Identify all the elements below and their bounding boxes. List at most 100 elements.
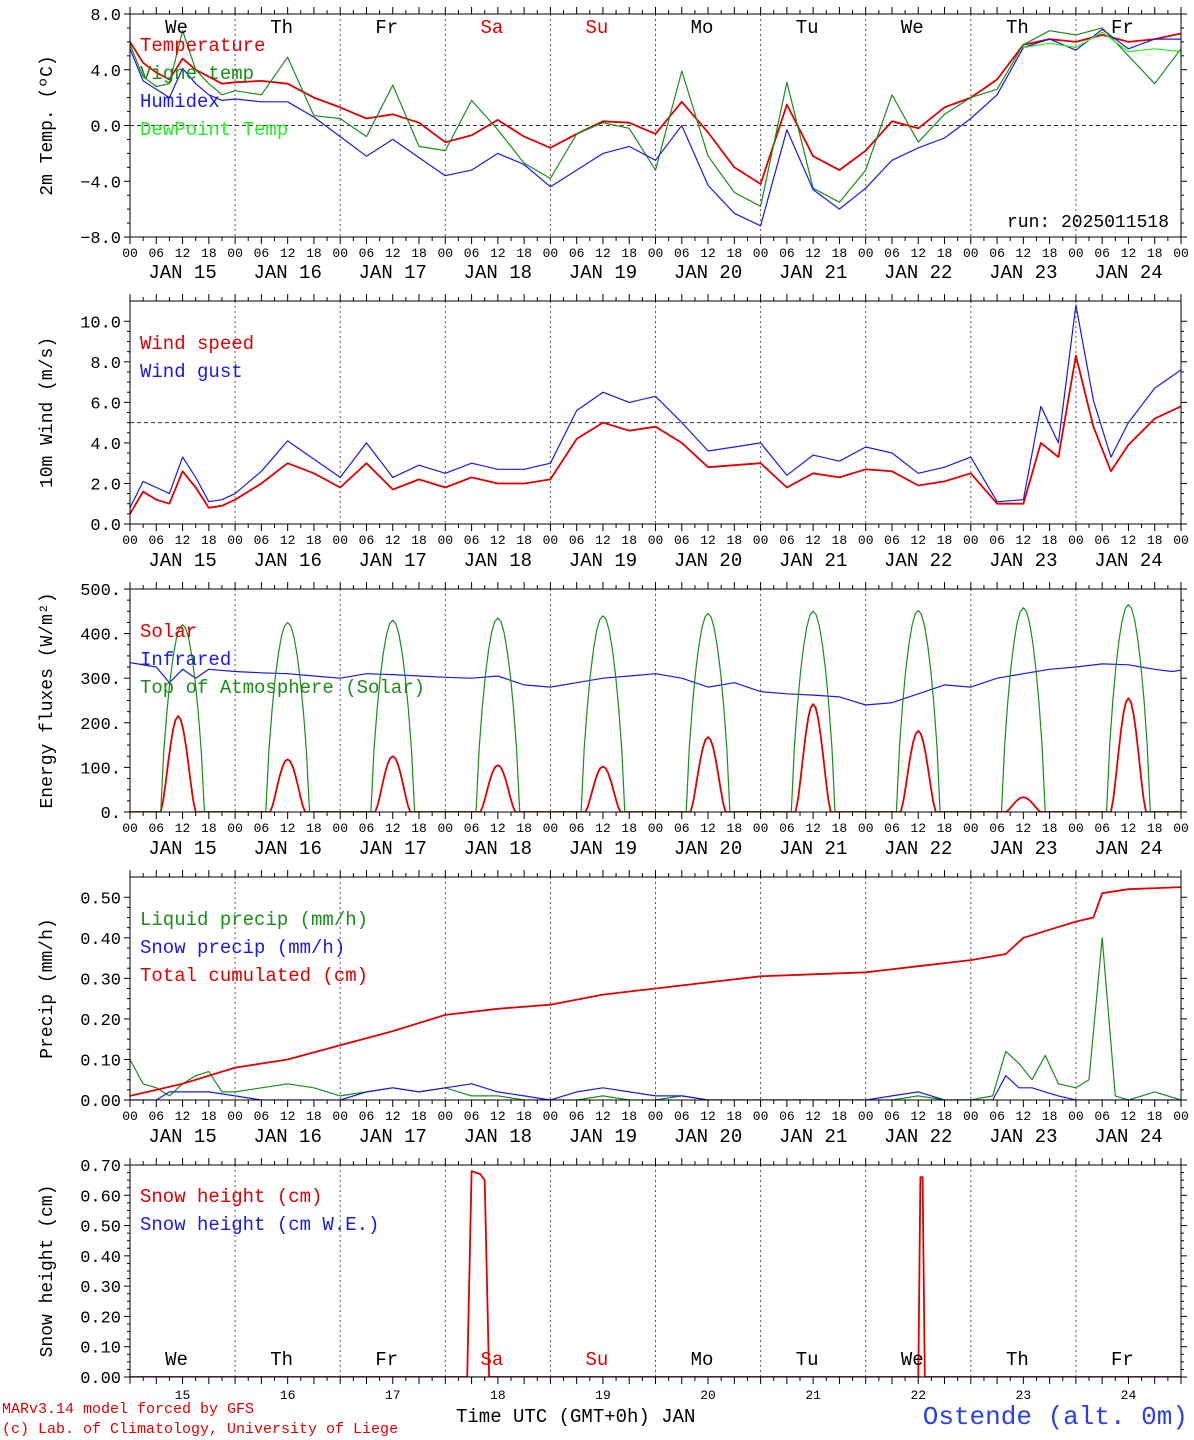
hour-label: 00 bbox=[1173, 533, 1189, 548]
hour-label: 06 bbox=[254, 821, 270, 836]
hour-label: 00 bbox=[1173, 1109, 1189, 1124]
hour-label: 00 bbox=[543, 821, 559, 836]
date-label: JAN 23 bbox=[989, 550, 1057, 572]
date-label: JAN 16 bbox=[253, 262, 321, 284]
weekday-label: Fr bbox=[1111, 17, 1134, 39]
date-label: JAN 21 bbox=[779, 838, 847, 860]
hour-label: 06 bbox=[569, 533, 585, 548]
hour-label: 18 bbox=[832, 533, 848, 548]
hour-label: 18 bbox=[1147, 821, 1163, 836]
hour-label: 00 bbox=[122, 246, 138, 261]
panel-1: 8.0 4.0 0.0 −4.0 −8.0 2m Temp. (ºC) 00 06 12 18 00… bbox=[38, 7, 1189, 284]
hour-label: 18 bbox=[937, 821, 953, 836]
model-credit: MARv3.14 model forced by GFS bbox=[2, 1401, 255, 1418]
y-tick-label: 4.0 bbox=[90, 436, 121, 455]
station-name: Ostende (alt. 0m) bbox=[922, 1402, 1188, 1432]
date-label: JAN 22 bbox=[884, 550, 952, 572]
hour-label: 00 bbox=[543, 246, 559, 261]
hour-label: 18 bbox=[201, 821, 217, 836]
hour-label: 00 bbox=[1068, 533, 1084, 548]
series-humidex bbox=[130, 28, 1181, 227]
date-label: JAN 22 bbox=[884, 838, 952, 860]
hour-label: 18 bbox=[306, 246, 322, 261]
hour-label: 06 bbox=[989, 246, 1005, 261]
hour-label: 12 bbox=[1016, 246, 1032, 261]
y-tick-label: 0.20 bbox=[80, 1012, 121, 1031]
date-label: JAN 15 bbox=[148, 838, 216, 860]
date-label: JAN 16 bbox=[253, 1126, 321, 1148]
y-tick-label: 0. bbox=[101, 805, 121, 824]
date-label: JAN 20 bbox=[674, 838, 742, 860]
day-number-label: 24 bbox=[1121, 1388, 1137, 1403]
y-tick-label: 0.0 bbox=[90, 119, 121, 138]
hour-label: 12 bbox=[175, 821, 191, 836]
hour-label: 12 bbox=[490, 1109, 506, 1124]
day-number-label: 23 bbox=[1016, 1388, 1032, 1403]
hour-label: 18 bbox=[727, 533, 743, 548]
y-tick-label: 0.10 bbox=[80, 1052, 121, 1071]
hour-label: 18 bbox=[832, 246, 848, 261]
series-top-of-atmosphere-solar bbox=[130, 604, 1181, 812]
hour-label: 06 bbox=[148, 821, 164, 836]
hour-label: 00 bbox=[437, 246, 453, 261]
y-axis-title: Energy fluxes (W/m²) bbox=[38, 592, 58, 808]
hour-label: 00 bbox=[753, 246, 769, 261]
day-number-label: 22 bbox=[910, 1388, 926, 1403]
hour-label: 00 bbox=[437, 1109, 453, 1124]
legend-entry: Wind speed bbox=[140, 333, 254, 355]
y-tick-label: −8.0 bbox=[80, 230, 121, 249]
hour-label: 00 bbox=[122, 1109, 138, 1124]
panel-2: 10.0 8.0 6.0 4.0 2.0 0.0 10m Wind (m/s) 00 06 12 1… bbox=[38, 294, 1189, 572]
series-group bbox=[130, 27, 1181, 227]
date-label: JAN 20 bbox=[674, 1126, 742, 1148]
weekday-label: We bbox=[165, 17, 188, 39]
hour-label: 12 bbox=[910, 821, 926, 836]
hour-label: 12 bbox=[595, 1109, 611, 1124]
date-label: JAN 17 bbox=[359, 1126, 427, 1148]
day-number-label: 18 bbox=[490, 1388, 506, 1403]
hour-label: 18 bbox=[306, 533, 322, 548]
hour-label: 06 bbox=[569, 1109, 585, 1124]
hour-label: 06 bbox=[148, 533, 164, 548]
y-tick-label: 0.70 bbox=[80, 1158, 121, 1177]
hour-label: 00 bbox=[1068, 821, 1084, 836]
weekday-label: We bbox=[901, 1349, 924, 1371]
hour-label: 12 bbox=[910, 1109, 926, 1124]
hour-label: 00 bbox=[1173, 246, 1189, 261]
hour-label: 12 bbox=[910, 246, 926, 261]
day-number-label: 15 bbox=[175, 1388, 191, 1403]
hour-label: 00 bbox=[963, 533, 979, 548]
date-label: JAN 19 bbox=[569, 1126, 637, 1148]
hour-label: 06 bbox=[884, 821, 900, 836]
hour-label: 18 bbox=[516, 246, 532, 261]
hour-label: 06 bbox=[674, 821, 690, 836]
date-label: JAN 21 bbox=[779, 262, 847, 284]
series-wind-gust bbox=[130, 304, 1181, 509]
hour-label: 12 bbox=[175, 246, 191, 261]
hour-label: 00 bbox=[753, 821, 769, 836]
y-axis-title: 2m Temp. (ºC) bbox=[38, 55, 58, 195]
hour-label: 18 bbox=[1147, 533, 1163, 548]
series-temperature bbox=[130, 32, 1181, 185]
y-tick-label: 400. bbox=[80, 627, 121, 646]
hour-label: 06 bbox=[464, 533, 480, 548]
hour-label: 00 bbox=[753, 1109, 769, 1124]
hour-label: 06 bbox=[1094, 533, 1110, 548]
hour-label: 12 bbox=[175, 1109, 191, 1124]
hour-label: 12 bbox=[1121, 246, 1137, 261]
hour-label: 12 bbox=[490, 246, 506, 261]
legend-entry: Liquid precip (mm/h) bbox=[140, 909, 368, 931]
hour-label: 00 bbox=[332, 1109, 348, 1124]
hour-label: 12 bbox=[700, 246, 716, 261]
hour-label: 00 bbox=[963, 246, 979, 261]
legend-entry: DewPoint Temp bbox=[140, 119, 288, 141]
legend-entry: Snow height (cm) bbox=[140, 1186, 322, 1208]
hour-label: 00 bbox=[122, 821, 138, 836]
hour-label: 12 bbox=[1121, 533, 1137, 548]
hour-label: 06 bbox=[569, 246, 585, 261]
y-tick-label: 0.50 bbox=[80, 1219, 121, 1238]
hour-label: 06 bbox=[989, 821, 1005, 836]
legend-entry: Humidex bbox=[140, 91, 220, 113]
hour-label: 00 bbox=[227, 1109, 243, 1124]
hour-label: 00 bbox=[332, 246, 348, 261]
